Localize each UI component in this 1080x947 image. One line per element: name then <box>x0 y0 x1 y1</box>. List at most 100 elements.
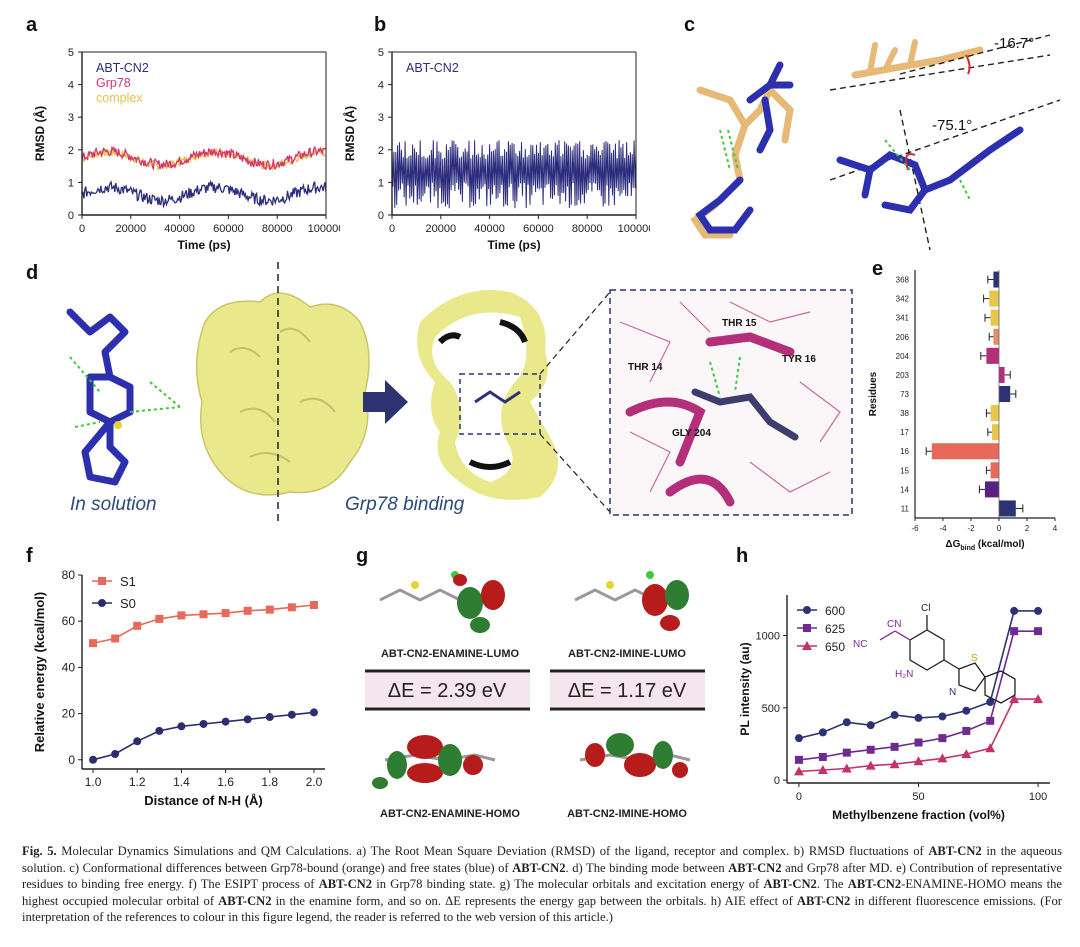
protein-surface <box>195 292 370 496</box>
series-line-abt-cn2 <box>81 179 327 209</box>
legend-grp78: Grp78 <box>96 76 131 90</box>
x-tick-label: 40000 <box>474 223 505 235</box>
x-tick-label: 80000 <box>572 223 603 235</box>
bond <box>943 659 960 670</box>
panel-label-g: g <box>356 545 369 567</box>
orbital-enamine-homo <box>372 735 496 789</box>
data-point-s0 <box>287 710 296 719</box>
bound-conformation: -16.7° <box>829 34 1051 91</box>
label-enamine-lumo: ABT-CN2-ENAMINE-LUMO <box>381 648 520 660</box>
category-label: 203 <box>896 371 910 380</box>
bar-15 <box>990 462 999 479</box>
data-point-s1 <box>243 606 252 615</box>
y-tick-label: 0 <box>378 210 384 222</box>
data-point-s1 <box>221 609 230 618</box>
benzene-ring <box>909 629 945 671</box>
legend-complex: complex <box>96 91 143 105</box>
y-tick-label: 3 <box>378 112 384 124</box>
data-point-600 <box>914 713 923 722</box>
orbital-enamine-lumo <box>379 571 505 633</box>
series-line-abt-cn2 <box>391 140 637 209</box>
x-tick-label: 2 <box>1025 524 1030 533</box>
caption-compound: ABT-CN2 <box>218 893 272 908</box>
category-label: 15 <box>900 466 909 475</box>
rmsd-chart-a: 0 1 2 3 4 5 0 20000 40000 60000 80000 100000 Time (p… <box>32 47 340 252</box>
x-tick-label: 2.0 <box>306 775 323 789</box>
x-axis-label: Time (ps) <box>177 238 230 252</box>
overlay-molecule <box>690 61 794 239</box>
y-axis-label: RMSD (Å) <box>342 106 357 161</box>
category-label: 11 <box>901 504 910 513</box>
esipt-chart-f: 0 20 40 60 80 1.0 1.2 1.4 1.6 1.8 2.0 Distance of N… <box>32 568 325 808</box>
mol-label-cl: Cl <box>921 603 930 614</box>
caption-text: and Grp78 after MD. e) Contribution of r… <box>22 860 1062 892</box>
x-tick-label: -4 <box>939 524 947 533</box>
x-axis-label: Distance of N-H (Å) <box>144 793 262 808</box>
data-point-650 <box>937 753 948 763</box>
x-tick-label: 1.6 <box>217 775 234 789</box>
series-line-grp78 <box>81 145 327 171</box>
data-point-s1 <box>265 605 274 614</box>
x-tick-label: 4 <box>1053 524 1058 533</box>
data-point-600 <box>866 721 875 730</box>
data-point-600 <box>938 712 947 721</box>
y-tick-label: 2 <box>68 145 74 157</box>
caption-text: in Grp78 binding state. g) The molecular… <box>372 877 764 892</box>
residue-label-tyr16: TYR 16 <box>782 354 816 365</box>
legend-abt-cn2: ABT-CN2 <box>96 61 149 75</box>
legend-625: 625 <box>825 622 845 636</box>
data-point-625 <box>938 734 947 743</box>
angle-label-1: -16.7° <box>994 35 1034 52</box>
caption-compound: ABT-CN2 <box>847 877 902 892</box>
data-point-600 <box>986 698 995 707</box>
data-point-600 <box>818 728 827 737</box>
bond <box>879 630 896 641</box>
data-point-600 <box>962 706 971 715</box>
data-point-625 <box>842 748 851 757</box>
caption-text: in the aqueous solution. c) Conformation… <box>22 844 1062 875</box>
data-point-650 <box>817 764 828 774</box>
category-label: 16 <box>900 447 909 456</box>
panel-label-a: a <box>26 14 38 36</box>
y-tick-label: 5 <box>68 47 74 59</box>
mol-label-cn: CN <box>887 619 901 630</box>
y-tick-label: 5 <box>378 47 384 59</box>
data-point-650 <box>841 763 852 773</box>
y-tick-label: 20 <box>62 707 76 721</box>
data-point-s0 <box>199 719 208 728</box>
bar-11 <box>999 500 1016 517</box>
panel-label-d: d <box>26 262 39 284</box>
x-tick-label: 0 <box>997 524 1002 533</box>
binding-energy-chart-e: 368 342 341 206 204 203 73 38 17 16 15 14 11 -6 -4 -2 0 2… <box>868 270 1058 552</box>
y-axis-label: Residues <box>868 371 879 416</box>
y-axis-label: RMSD (Å) <box>32 106 47 161</box>
energy-gap-enamine: ΔE = 2.39 eV <box>388 680 507 702</box>
ligand-in-solution <box>66 308 181 486</box>
residue-label-gly204: GLY 204 <box>672 428 711 439</box>
bar-16 <box>931 443 999 460</box>
data-point-s1 <box>155 614 164 623</box>
residue-label-thr15: THR 15 <box>722 318 757 329</box>
panel-label-e: e <box>872 258 884 280</box>
angle-label-2: -75.1° <box>932 117 972 134</box>
legend-marker <box>802 641 812 650</box>
y-tick-label: 60 <box>62 614 76 628</box>
x-tick-label: 100000 <box>618 223 650 235</box>
bond <box>894 630 911 641</box>
caption-text: . d) The binding mode between <box>565 860 729 875</box>
category-label: 368 <box>896 276 910 285</box>
caption-text: in the enamine form, and so on. ΔE repre… <box>271 893 797 908</box>
y-tick-label: 0 <box>68 753 75 767</box>
mol-label-h2n: H₂N <box>895 669 913 680</box>
data-point-s0 <box>221 717 230 726</box>
data-point-625 <box>866 745 875 754</box>
data-point-600 <box>794 734 803 743</box>
y-tick-label: 40 <box>62 660 76 674</box>
bar-206 <box>993 328 999 345</box>
legend-marker <box>98 577 106 585</box>
category-label: 342 <box>896 295 910 304</box>
y-tick-label: 4 <box>68 80 74 92</box>
aie-chart-h: 0 500 1000 0 50 100 Methylbenzene fraction (vo… <box>738 595 1050 822</box>
x-tick-label: 1.0 <box>85 775 102 789</box>
x-tick-label: 0 <box>79 223 85 235</box>
